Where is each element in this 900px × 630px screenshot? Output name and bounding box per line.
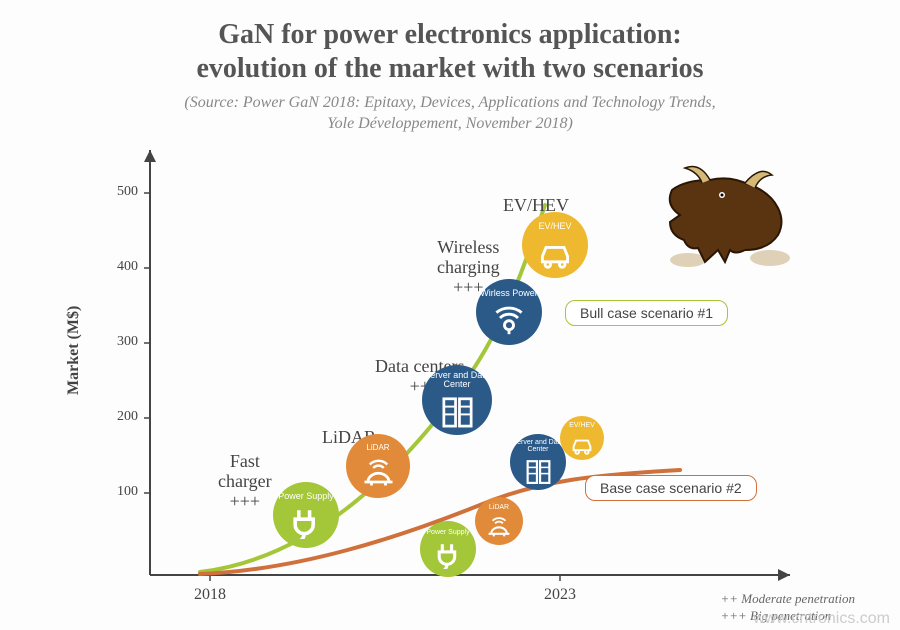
- bubble-wireless-1: Wirless Power: [476, 279, 542, 345]
- bubble-lidar-2: LiDAR: [475, 497, 523, 545]
- x-tick: 2023: [535, 586, 585, 604]
- app-label-fast: Fastcharger+++: [218, 452, 272, 511]
- bubble-power-supply-2: Power Supply: [420, 521, 476, 577]
- x-tick: 2018: [185, 586, 235, 604]
- y-tick: 300: [100, 334, 138, 350]
- y-tick: 400: [100, 259, 138, 275]
- legend-line-1: ++ Moderate penetration: [720, 591, 855, 606]
- bubble-datacenter-1: Server and Data Center: [422, 365, 492, 435]
- scenario-bull: Bull case scenario #1: [565, 300, 728, 326]
- bubble-power-supply-1: Power Supply: [273, 482, 339, 548]
- bubble-datacenter-2: Server and Data Center: [510, 434, 566, 490]
- bubble-lidar-1: LiDAR: [346, 434, 410, 498]
- y-tick: 500: [100, 184, 138, 200]
- bubble-ev-1: EV/HEV: [522, 212, 588, 278]
- watermark: www.cntronics.com: [753, 610, 890, 628]
- scenario-base: Base case scenario #2: [585, 475, 757, 501]
- bull-icon: [650, 150, 805, 275]
- y-tick: 100: [100, 484, 138, 500]
- y-tick: 200: [100, 409, 138, 425]
- bubble-ev-2: EV/HEV: [560, 416, 604, 460]
